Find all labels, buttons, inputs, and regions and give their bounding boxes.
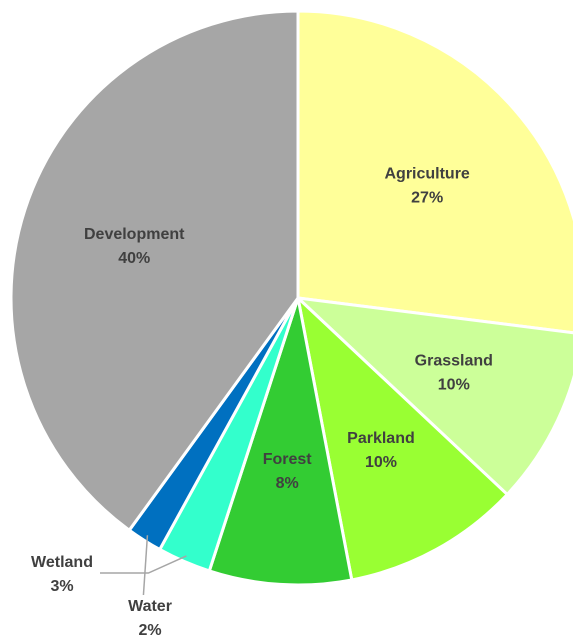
- slice-label: Forest: [263, 451, 313, 468]
- slice-value-label: 3%: [50, 578, 73, 595]
- slice-label: Agriculture: [384, 165, 469, 182]
- slice-value-label: 27%: [411, 189, 443, 206]
- pie-slice: [9, 9, 300, 533]
- leader-line: [100, 555, 187, 574]
- slice-label: Development: [84, 226, 185, 243]
- pie-slice: [295, 293, 510, 582]
- slice-value-label: 10%: [365, 454, 397, 471]
- pie-slice: [296, 9, 573, 335]
- leader-line: [142, 535, 149, 596]
- slice-value-label: 2%: [138, 622, 161, 639]
- slice-label: Water: [128, 598, 172, 615]
- slice-value-label: 10%: [438, 377, 470, 394]
- slice-label: Wetland: [31, 554, 93, 571]
- slice-value-label: 40%: [118, 250, 150, 267]
- pie-slice: [207, 297, 354, 587]
- slice-value-label: 8%: [276, 475, 299, 492]
- slice-label: Grassland: [415, 353, 493, 370]
- slice-label: Parkland: [347, 430, 415, 447]
- pie-slice: [293, 295, 573, 497]
